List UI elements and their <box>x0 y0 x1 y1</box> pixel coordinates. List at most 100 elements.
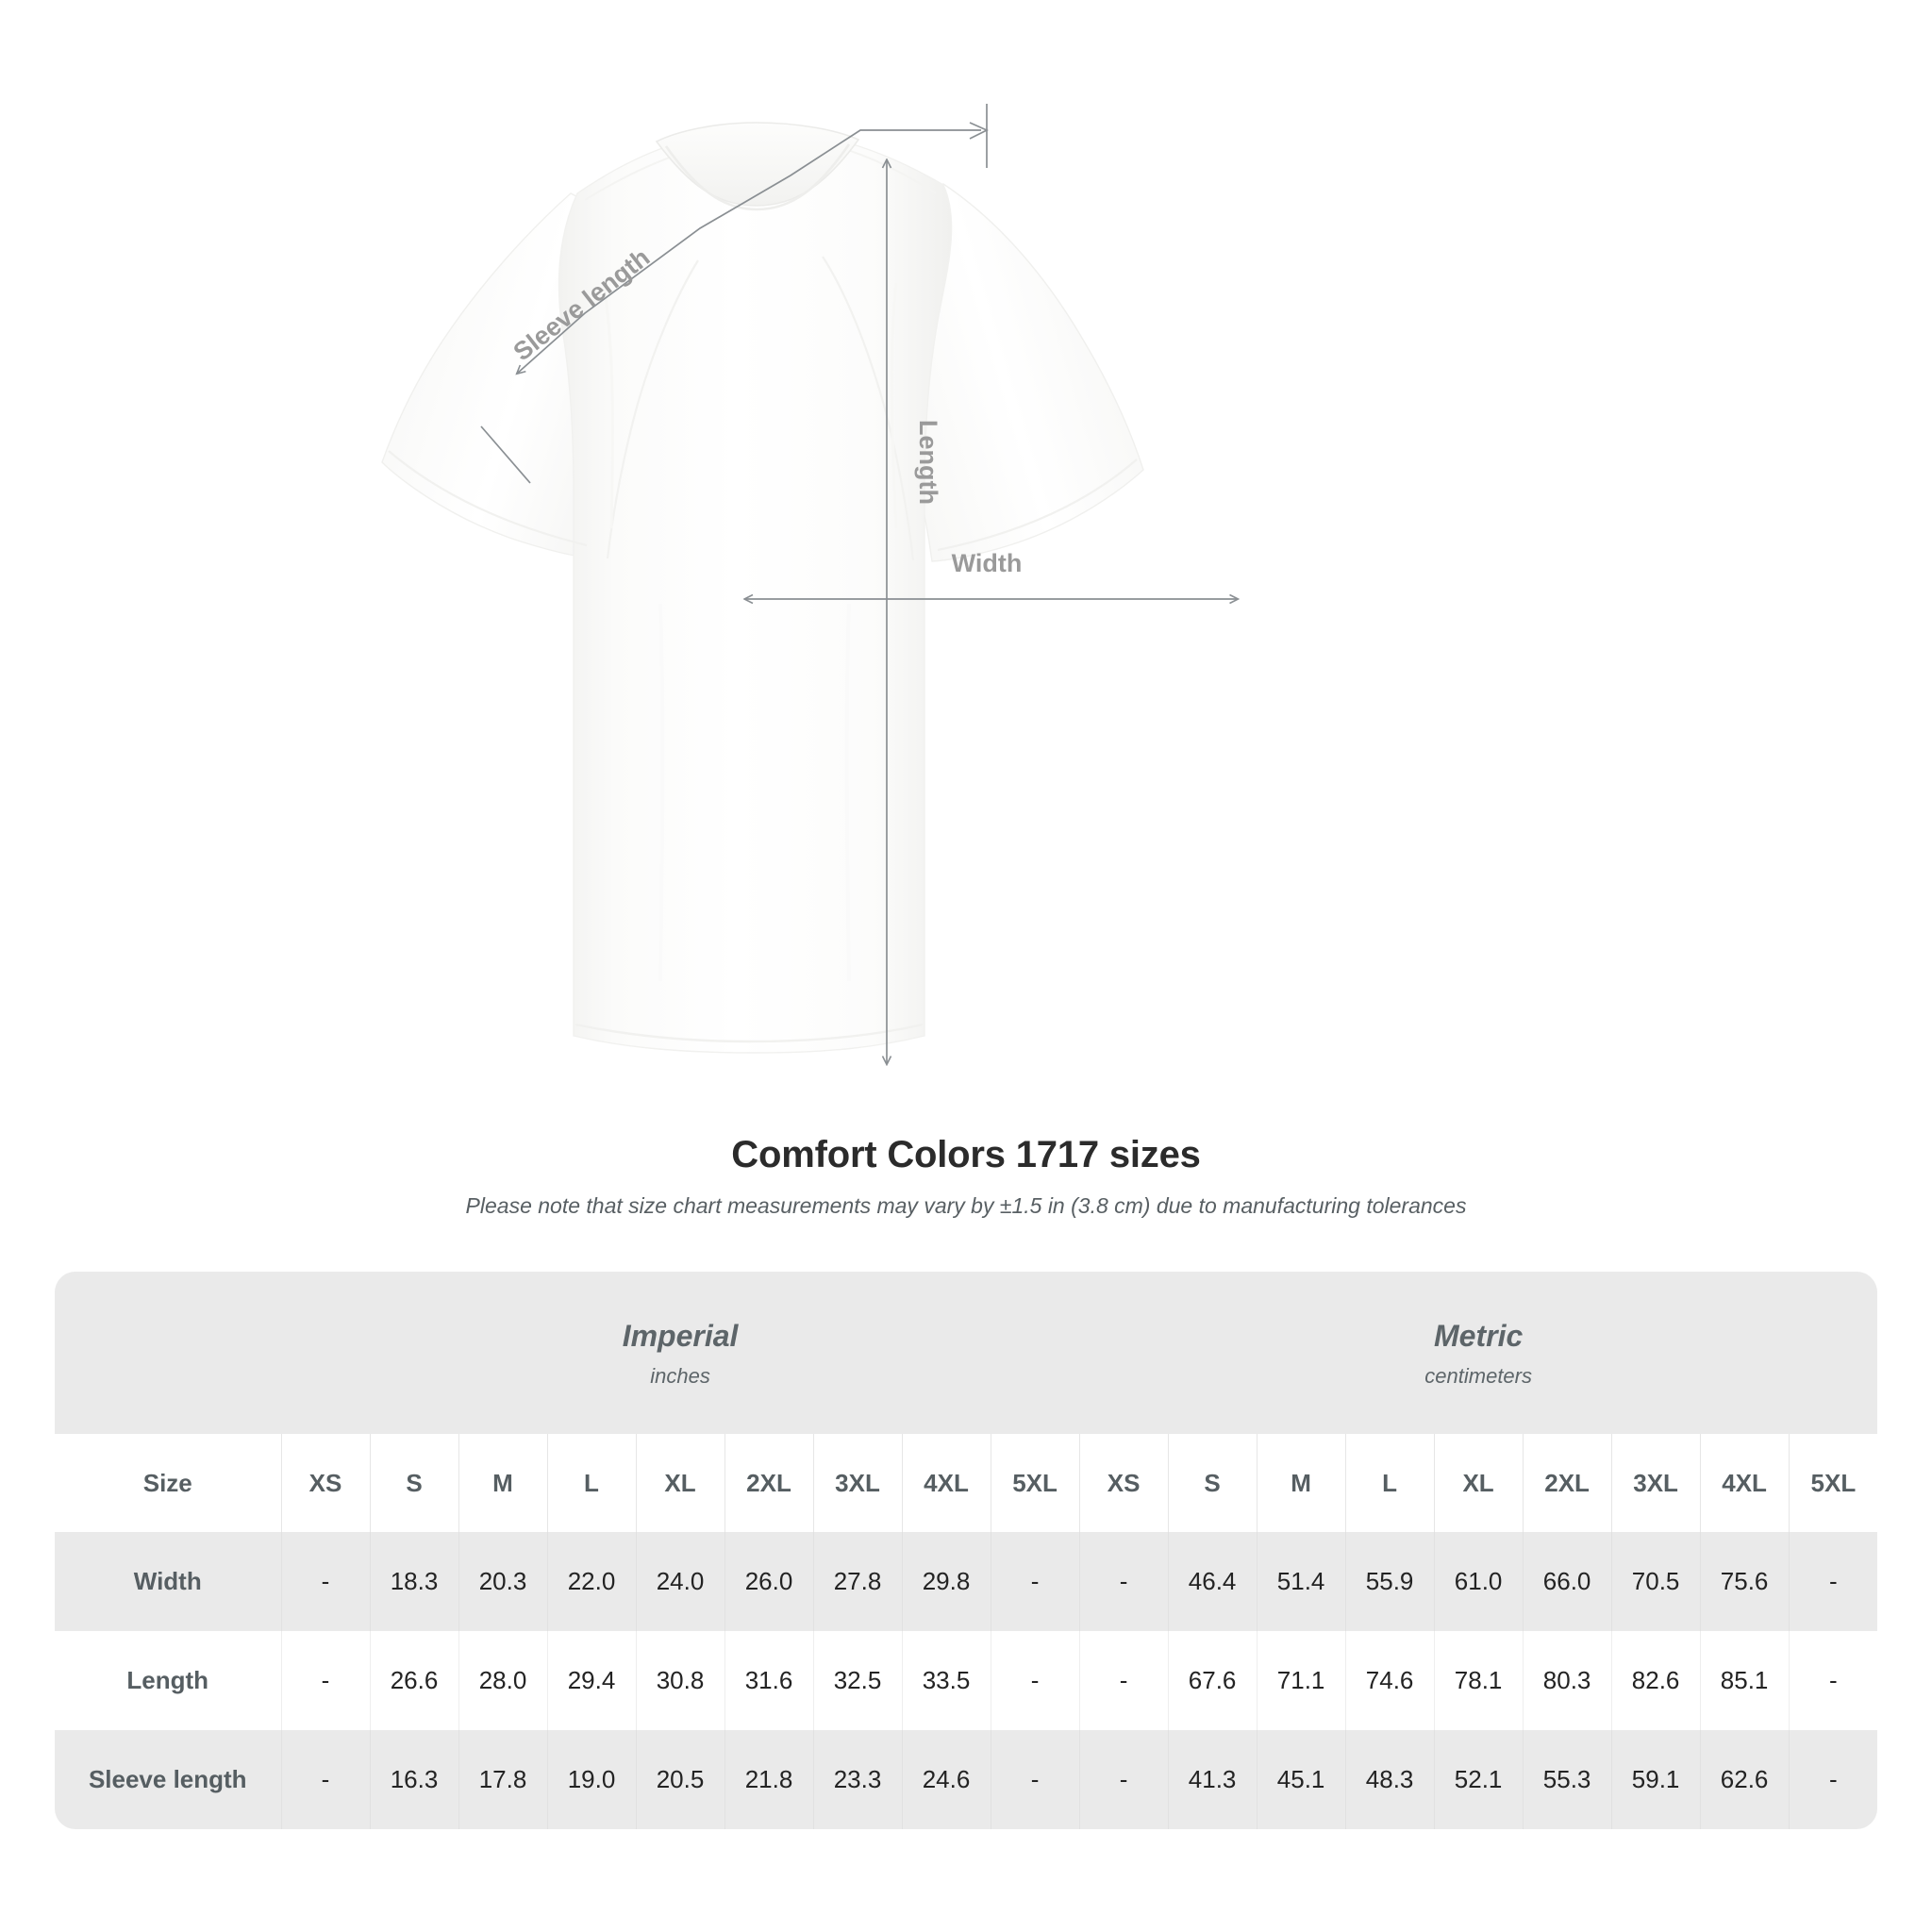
row-label-width: Width <box>55 1532 281 1631</box>
cell-imperial-width-m: 20.3 <box>458 1532 547 1631</box>
title-block: Comfort Colors 1717 sizes Please note th… <box>0 1132 1932 1221</box>
cell-imperial-length-m: 28.0 <box>458 1631 547 1730</box>
cell-imperial-length-5xl: - <box>990 1631 1080 1730</box>
cell-metric-sleeve-length-m: 45.1 <box>1256 1730 1346 1829</box>
cell-metric-length-5xl: - <box>1788 1631 1878 1730</box>
cell-imperial-sleeve-length-m: 17.8 <box>458 1730 547 1829</box>
sleeve-end-tick <box>480 425 531 484</box>
size-table: Imperial inches Metric centimeters Size XS S M L… <box>55 1272 1878 1829</box>
length-label: Length <box>914 420 942 505</box>
table-row: Width -18.3 20.3 22.0 24.0 26.0 27.8 29.8- -46.4… <box>55 1532 1878 1631</box>
unit-header-imperial: Imperial inches <box>281 1272 1080 1434</box>
size-header-row: Size XS S M L XL 2XL 3XL 4XL 5XL XS S M L XL 2XL 3XL 4XL 5… <box>55 1434 1878 1532</box>
cell-metric-sleeve-length-l: 48.3 <box>1344 1730 1435 1829</box>
cell-metric-width-3xl: 70.5 <box>1610 1532 1701 1631</box>
column-header-imperial-3xl: 3XL <box>812 1434 902 1532</box>
column-header-metric-xl: XL <box>1433 1434 1524 1532</box>
cell-imperial-sleeve-length-xs: - <box>280 1730 370 1829</box>
column-header-metric-s: S <box>1167 1434 1257 1532</box>
cell-imperial-sleeve-length-4xl: 24.6 <box>901 1730 991 1829</box>
cell-metric-sleeve-length-3xl: 59.1 <box>1610 1730 1701 1829</box>
cell-imperial-width-xl: 24.0 <box>635 1532 724 1631</box>
cell-imperial-width-5xl: - <box>990 1532 1080 1631</box>
cell-metric-length-m: 71.1 <box>1256 1631 1346 1730</box>
cell-imperial-length-xs: - <box>280 1631 370 1730</box>
column-header-metric-3xl: 3XL <box>1610 1434 1701 1532</box>
column-header-metric-4xl: 4XL <box>1699 1434 1790 1532</box>
measurement-guides <box>480 104 1238 1064</box>
column-header-imperial-l: L <box>546 1434 636 1532</box>
cell-imperial-sleeve-length-3xl: 23.3 <box>812 1730 902 1829</box>
cell-imperial-sleeve-length-l: 19.0 <box>546 1730 636 1829</box>
tshirt-diagram: Sleeve length Length Width <box>381 104 1932 1113</box>
cell-metric-width-l: 55.9 <box>1344 1532 1435 1631</box>
cell-imperial-length-2xl: 31.6 <box>724 1631 813 1730</box>
cell-metric-sleeve-length-2xl: 55.3 <box>1522 1730 1612 1829</box>
cell-imperial-width-2xl: 26.0 <box>724 1532 813 1631</box>
cell-metric-sleeve-length-4xl: 62.6 <box>1699 1730 1790 1829</box>
cell-imperial-sleeve-length-2xl: 21.8 <box>724 1730 813 1829</box>
cell-metric-length-xl: 78.1 <box>1433 1631 1524 1730</box>
sleeve-top-arrowhead <box>969 122 989 140</box>
cell-imperial-sleeve-length-xl: 20.5 <box>635 1730 724 1829</box>
size-table-container: Imperial inches Metric centimeters Size XS S M L… <box>55 1272 1878 1829</box>
unit-name-metric: Metric <box>1434 1319 1524 1353</box>
cell-imperial-length-4xl: 33.5 <box>901 1631 991 1730</box>
column-header-size: Size <box>55 1434 281 1532</box>
width-label: Width <box>952 549 1023 577</box>
page-title: Comfort Colors 1717 sizes <box>731 1134 1201 1175</box>
cell-imperial-width-3xl: 27.8 <box>812 1532 902 1631</box>
page-subtitle: Please note that size chart measurements… <box>465 1193 1467 1218</box>
cell-metric-sleeve-length-xl: 52.1 <box>1433 1730 1524 1829</box>
cell-imperial-width-xs: - <box>280 1532 370 1631</box>
cell-imperial-sleeve-length-5xl: - <box>990 1730 1080 1829</box>
cell-imperial-width-s: 18.3 <box>369 1532 458 1631</box>
row-label-length: Length <box>55 1631 281 1730</box>
cell-metric-width-5xl: - <box>1788 1532 1878 1631</box>
row-label-sleeve-length: Sleeve length <box>55 1730 281 1829</box>
unit-name-imperial: Imperial <box>622 1319 739 1353</box>
unit-row-spacer <box>55 1272 281 1434</box>
sleeve-leader-line <box>517 129 981 374</box>
cell-metric-width-4xl: 75.6 <box>1699 1532 1790 1631</box>
column-header-metric-m: M <box>1256 1434 1346 1532</box>
cell-imperial-length-l: 29.4 <box>546 1631 636 1730</box>
cell-metric-length-s: 67.6 <box>1167 1631 1257 1730</box>
cell-imperial-length-3xl: 32.5 <box>812 1631 902 1730</box>
cell-imperial-width-4xl: 29.8 <box>901 1532 991 1631</box>
table-row: Sleeve length -16.3 17.8 19.0 20.5 21.8 23.3 24… <box>55 1730 1878 1829</box>
cell-metric-width-2xl: 66.0 <box>1522 1532 1612 1631</box>
cell-imperial-length-xl: 30.8 <box>635 1631 724 1730</box>
cell-metric-sleeve-length-xs: - <box>1078 1730 1169 1829</box>
column-header-metric-5xl: 5XL <box>1788 1434 1878 1532</box>
table-row: Length -26.6 28.0 29.4 30.8 31.6 32.5 33.5- -67.… <box>55 1631 1878 1730</box>
cell-metric-length-4xl: 85.1 <box>1699 1631 1790 1730</box>
cell-imperial-width-l: 22.0 <box>546 1532 636 1631</box>
unit-header-row: Imperial inches Metric centimeters <box>55 1272 1878 1434</box>
column-header-imperial-2xl: 2XL <box>724 1434 813 1532</box>
column-header-imperial-m: M <box>458 1434 547 1532</box>
column-header-metric-2xl: 2XL <box>1522 1434 1612 1532</box>
column-header-imperial-xl: XL <box>635 1434 724 1532</box>
cell-metric-sleeve-length-5xl: - <box>1788 1730 1878 1829</box>
tshirt-collar <box>655 122 860 207</box>
unit-header-metric: Metric centimeters <box>1079 1272 1878 1434</box>
cell-metric-length-2xl: 80.3 <box>1522 1631 1612 1730</box>
cell-metric-sleeve-length-s: 41.3 <box>1167 1730 1257 1829</box>
cell-metric-width-xs: - <box>1078 1532 1169 1631</box>
cell-metric-length-xs: - <box>1078 1631 1169 1730</box>
cell-imperial-length-s: 26.6 <box>369 1631 458 1730</box>
cell-metric-width-xl: 61.0 <box>1433 1532 1524 1631</box>
column-header-imperial-5xl: 5XL <box>990 1434 1080 1532</box>
column-header-metric-l: L <box>1344 1434 1435 1532</box>
unit-subtitle-metric: centimeters <box>1424 1364 1532 1388</box>
unit-subtitle-imperial: inches <box>650 1364 710 1388</box>
column-header-imperial-s: S <box>369 1434 458 1532</box>
column-header-imperial-4xl: 4XL <box>901 1434 991 1532</box>
cell-metric-width-m: 51.4 <box>1256 1532 1346 1631</box>
cell-metric-length-l: 74.6 <box>1344 1631 1435 1730</box>
cell-metric-length-3xl: 82.6 <box>1610 1631 1701 1730</box>
tshirt-illustration <box>381 122 1144 1054</box>
column-header-imperial-xs: XS <box>280 1434 370 1532</box>
cell-metric-width-s: 46.4 <box>1167 1532 1257 1631</box>
